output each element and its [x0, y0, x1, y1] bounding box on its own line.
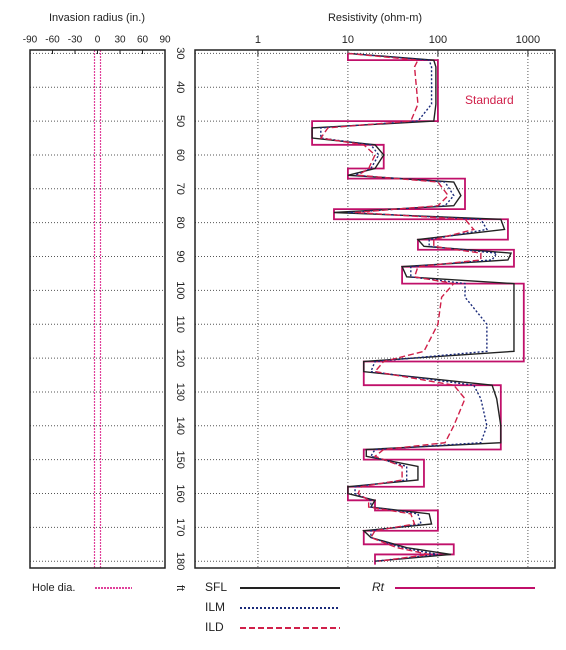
- x-tick-label: 100: [429, 34, 447, 46]
- panel-frame: [194, 49, 556, 569]
- invasion-tick-label: -30: [68, 35, 83, 46]
- x-tick-label: 1: [255, 34, 261, 46]
- legend-label: SFL: [205, 580, 227, 594]
- x-tick-label: 10: [342, 34, 354, 46]
- right-axis-label: Resistivity (ohm-m): [328, 12, 422, 24]
- depth-tick-label: 100: [174, 281, 186, 299]
- depth-tick-label: 170: [174, 518, 186, 536]
- depth-tick-label: 50: [174, 115, 186, 127]
- log-curve: [320, 52, 498, 562]
- x-tick-label: 1000: [516, 34, 540, 46]
- depth-tick-label: 70: [174, 183, 186, 195]
- depth-tick-label: 160: [174, 484, 186, 502]
- depth-tick-label: 120: [174, 349, 186, 367]
- invasion-tick-label: 90: [159, 35, 171, 46]
- depth-tick-label: 90: [174, 250, 186, 262]
- depth-tick-label: 40: [174, 81, 186, 93]
- rt-line: [311, 53, 525, 565]
- depth-tick-label: 60: [174, 149, 186, 161]
- legend-label: Rt: [372, 580, 385, 594]
- invasion-tick-label: -60: [45, 35, 60, 46]
- left-axis-label: Invasion radius (in.): [49, 12, 145, 24]
- legend-label: Hole dia.: [32, 582, 75, 594]
- log-curve: [311, 52, 515, 562]
- panel-frame: [29, 49, 166, 569]
- legend-label: ILM: [205, 600, 225, 614]
- invasion-tick-label: 0: [95, 35, 101, 46]
- depth-tick-label: 130: [174, 383, 186, 401]
- depth-tick-label: 80: [174, 217, 186, 229]
- invasion-tick-label: -90: [23, 35, 38, 46]
- depth-tick-label: 30: [174, 47, 186, 59]
- depth-tick-label: 180: [174, 552, 186, 570]
- invasion-tick-label: 30: [114, 35, 126, 46]
- depth-tick-label: 150: [174, 450, 186, 468]
- depth-tick-label: 110: [174, 315, 186, 333]
- log-curve: [319, 52, 482, 562]
- annotation: Standard: [465, 93, 514, 107]
- invasion-tick-label: 60: [137, 35, 149, 46]
- legend-label: ILD: [205, 620, 224, 634]
- depth-tick-label: 140: [174, 417, 186, 435]
- depth-unit: ft: [174, 585, 186, 591]
